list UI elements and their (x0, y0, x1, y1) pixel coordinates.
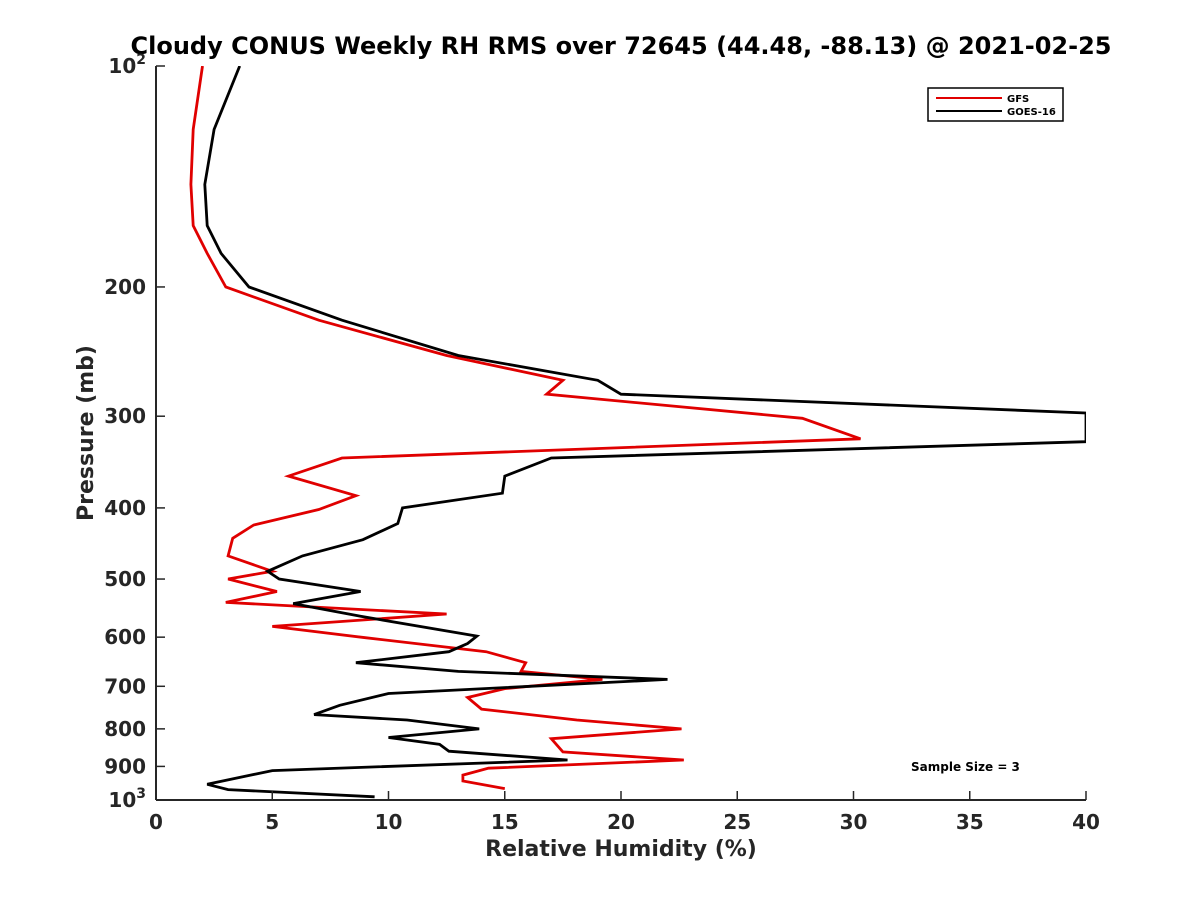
y-tick-label: 700 (104, 674, 146, 698)
y-tick-label: 400 (104, 496, 146, 520)
x-tick-label: 30 (840, 810, 868, 834)
series-line-goes16 (203, 66, 1086, 799)
x-axis-label: Relative Humidity (%) (485, 837, 757, 862)
x-tick-label: 0 (149, 810, 163, 834)
x-tick-label: 25 (723, 810, 751, 834)
series-layer (189, 66, 1086, 799)
x-tick-label: 5 (265, 810, 279, 834)
y-tick-label: 500 (104, 567, 146, 591)
plot-area (156, 66, 1086, 800)
y-tick-label: 300 (104, 404, 146, 428)
y-tick-label: 800 (104, 717, 146, 741)
x-tick-label: 15 (491, 810, 519, 834)
x-axis-ticks: 0 5 10 15 20 25 30 35 40 (149, 791, 1100, 834)
x-tick-label: 40 (1072, 810, 1100, 834)
y-tick-label: 600 (104, 625, 146, 649)
legend-box (927, 87, 1064, 122)
chart-title: Cloudy CONUS Weekly RH RMS over 72645 (4… (131, 32, 1112, 60)
x-tick-label: 35 (956, 810, 984, 834)
y-axis-label: Pressure (mb) (74, 345, 99, 521)
legend-label-gfs: GFS (1007, 94, 1029, 105)
x-tick-label: 10 (375, 810, 403, 834)
y-tick-label: 200 (104, 275, 146, 299)
legend-label-goes16: GOES-16 (1007, 107, 1056, 118)
x-tick-label: 20 (607, 810, 635, 834)
legend: GFS GOES-16 (927, 87, 1064, 122)
sample-size-annotation: Sample Size = 3 (911, 760, 1020, 774)
series-line-gfs (189, 66, 861, 790)
y-tick-label: 900 (104, 754, 146, 778)
